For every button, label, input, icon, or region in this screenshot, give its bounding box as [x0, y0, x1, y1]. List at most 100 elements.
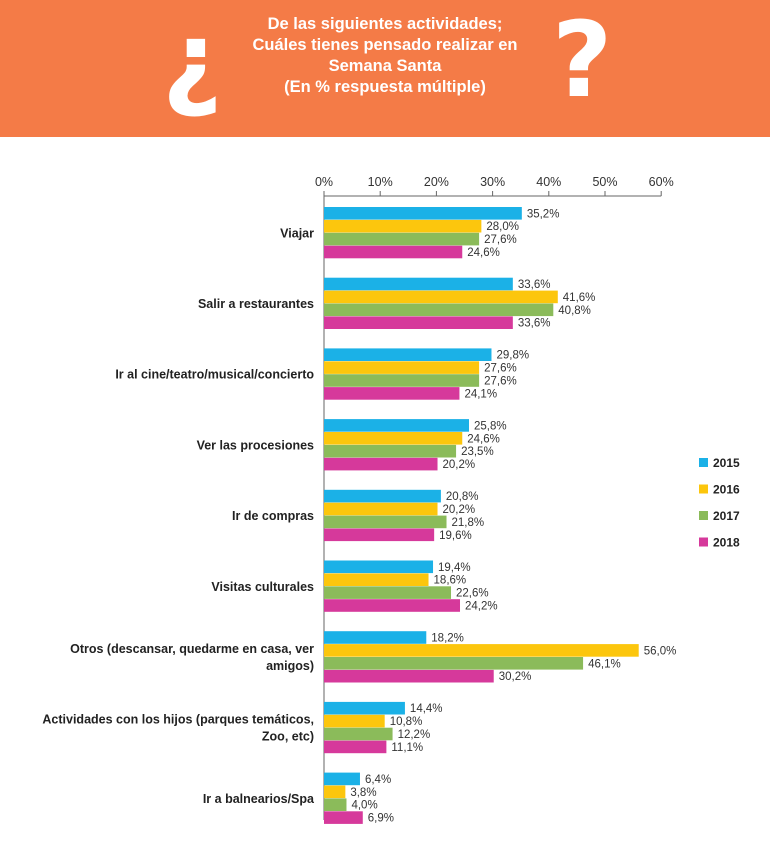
bar-value-label: 19,6%: [439, 530, 472, 542]
bar-value-label: 20,2%: [443, 459, 476, 471]
bar: [324, 316, 513, 329]
bar-value-label: 24,6%: [467, 433, 500, 445]
bar: [324, 573, 429, 586]
category-label: amigos): [266, 659, 314, 673]
bar: [324, 798, 347, 811]
bar-value-label: 19,4%: [438, 562, 471, 574]
bar: [324, 277, 513, 291]
category-label: Otros (descansar, quedarme en casa, ver: [70, 642, 314, 656]
bar-value-label: 18,2%: [431, 633, 464, 645]
title-line: Semana Santa: [328, 57, 442, 75]
bar: [324, 387, 460, 400]
category-label: Ir a balnearios/Spa: [203, 792, 315, 806]
bar-value-label: 35,2%: [527, 208, 560, 220]
bar: [324, 515, 447, 529]
bar: [324, 740, 387, 754]
bar: [324, 599, 461, 612]
x-tick-label: 40%: [536, 175, 561, 189]
bar-value-label: 12,2%: [398, 729, 431, 741]
legend-label: 2015: [713, 456, 740, 470]
bar: [324, 811, 363, 824]
header-banner: ¿ De las siguientes actividades; Cuáles …: [0, 0, 770, 137]
bar-value-label: 30,2%: [499, 671, 532, 683]
bar-value-label: 4,0%: [351, 800, 377, 812]
bar: [324, 303, 554, 317]
bar: [324, 701, 405, 715]
bar-value-label: 20,2%: [443, 504, 476, 516]
category-label: Ir de compras: [232, 509, 314, 523]
bar: [324, 772, 360, 786]
bar-value-label: 22,6%: [456, 588, 489, 600]
bar: [324, 586, 452, 599]
bar: [324, 669, 494, 683]
open-question-mark-icon: ¿: [162, 0, 223, 121]
bar-value-label: 23,5%: [461, 446, 494, 458]
category-label: Viajar: [280, 226, 314, 240]
bar: [324, 489, 441, 503]
bar-value-label: 46,1%: [588, 658, 621, 670]
bar: [324, 727, 393, 741]
bar-value-label: 29,8%: [496, 350, 529, 362]
bar-value-label: 28,0%: [486, 221, 519, 233]
bar-value-label: 27,6%: [484, 363, 517, 375]
legend-label: 2016: [713, 483, 740, 497]
legend-swatch: [699, 484, 708, 494]
bar-value-label: 24,6%: [467, 247, 500, 259]
bar: [324, 502, 438, 516]
bar-value-label: 27,6%: [484, 234, 517, 246]
category-label: Salir a restaurantes: [198, 297, 314, 311]
bar: [324, 232, 480, 246]
bar-value-label: 3,8%: [350, 787, 376, 799]
bar-value-label: 6,9%: [368, 813, 394, 825]
bar-value-label: 40,8%: [558, 305, 591, 317]
legend-swatch: [699, 458, 708, 467]
close-question-mark-icon: ?: [552, 0, 613, 121]
bar-value-label: 25,8%: [474, 420, 507, 432]
bar-value-label: 20,8%: [446, 491, 479, 503]
bar: [324, 207, 522, 220]
category-label: Ver las procesiones: [197, 438, 314, 452]
title-line: (En % respuesta múltiple): [284, 78, 486, 96]
bar: [324, 348, 492, 361]
title-line: Cuáles tienes pensado realizar en: [252, 36, 518, 54]
bar: [324, 528, 435, 542]
bar-value-label: 14,4%: [410, 703, 443, 715]
bar-value-label: 33,6%: [518, 318, 551, 330]
bar-value-label: 21,8%: [452, 517, 485, 529]
bar: [324, 361, 480, 374]
legend-label: 2017: [713, 509, 740, 523]
bar: [324, 631, 427, 644]
bar-value-label: 27,6%: [484, 376, 517, 388]
category-label: Ir al cine/teatro/musical/concierto: [115, 368, 314, 382]
bar: [324, 560, 434, 574]
bar-value-label: 24,1%: [464, 388, 497, 400]
bar: [324, 290, 558, 304]
bar: [324, 457, 438, 471]
x-tick-label: 30%: [480, 175, 505, 189]
bar: [324, 714, 385, 728]
category-label: Visitas culturales: [211, 580, 314, 594]
bar: [324, 644, 639, 657]
bar: [324, 245, 463, 259]
title-line: De las siguientes actividades;: [267, 15, 503, 33]
bar: [324, 432, 463, 445]
bar-value-label: 24,2%: [465, 601, 498, 613]
bar: [324, 444, 457, 458]
bar: [324, 219, 482, 233]
bar-value-label: 10,8%: [390, 716, 423, 728]
category-label: Actividades con los hijos (parques temát…: [42, 713, 314, 727]
category-label: Zoo, etc): [262, 730, 314, 744]
bar-value-label: 56,0%: [644, 645, 677, 657]
x-tick-label: 10%: [368, 175, 393, 189]
bar-value-label: 11,1%: [391, 742, 423, 754]
bar: [324, 785, 346, 799]
x-tick-label: 60%: [649, 175, 674, 189]
x-tick-label: 20%: [424, 175, 449, 189]
bar-value-label: 33,6%: [518, 279, 551, 291]
bar-value-label: 18,6%: [434, 575, 467, 587]
legend-swatch: [699, 537, 708, 547]
chart-title: De las siguientes actividades; Cuáles ti…: [200, 14, 570, 98]
legend-swatch: [699, 511, 708, 520]
x-tick-label: 50%: [592, 175, 617, 189]
x-tick-label: 0%: [315, 175, 333, 189]
